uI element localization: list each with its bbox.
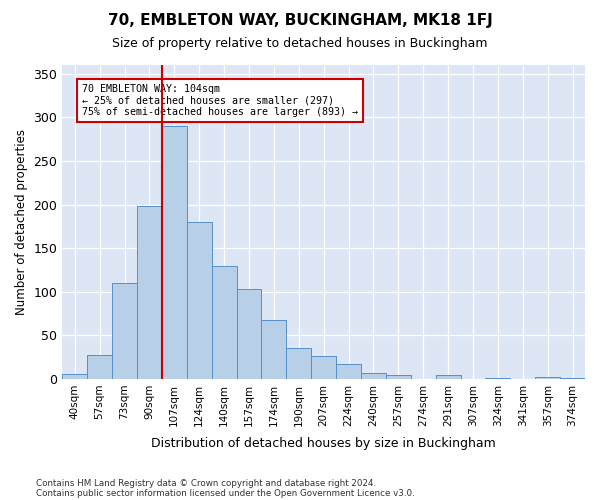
Bar (485, 378, 511, 379)
Bar (361, 373, 386, 379)
Text: 70, EMBLETON WAY, BUCKINGHAM, MK18 1FJ: 70, EMBLETON WAY, BUCKINGHAM, MK18 1FJ (107, 12, 493, 28)
Bar (286, 348, 311, 379)
Bar (162, 126, 187, 379)
Bar (236, 289, 262, 379)
Bar (311, 356, 336, 379)
Text: Contains HM Land Registry data © Crown copyright and database right 2024.: Contains HM Land Registry data © Crown c… (36, 478, 376, 488)
Bar (262, 320, 286, 379)
Bar (560, 378, 585, 379)
Y-axis label: Number of detached properties: Number of detached properties (15, 129, 28, 315)
Bar (436, 376, 461, 379)
Text: Size of property relative to detached houses in Buckingham: Size of property relative to detached ho… (112, 38, 488, 51)
Text: Contains public sector information licensed under the Open Government Licence v3: Contains public sector information licen… (36, 488, 415, 498)
Bar (535, 377, 560, 379)
Bar (112, 283, 137, 379)
Bar (212, 266, 236, 379)
Bar (137, 206, 162, 379)
Bar (336, 364, 361, 379)
Bar (87, 356, 112, 379)
X-axis label: Distribution of detached houses by size in Buckingham: Distribution of detached houses by size … (151, 437, 496, 450)
Text: 70 EMBLETON WAY: 104sqm
← 25% of detached houses are smaller (297)
75% of semi-d: 70 EMBLETON WAY: 104sqm ← 25% of detache… (82, 84, 358, 117)
Bar (62, 374, 87, 379)
Bar (187, 222, 212, 379)
Bar (386, 374, 411, 379)
